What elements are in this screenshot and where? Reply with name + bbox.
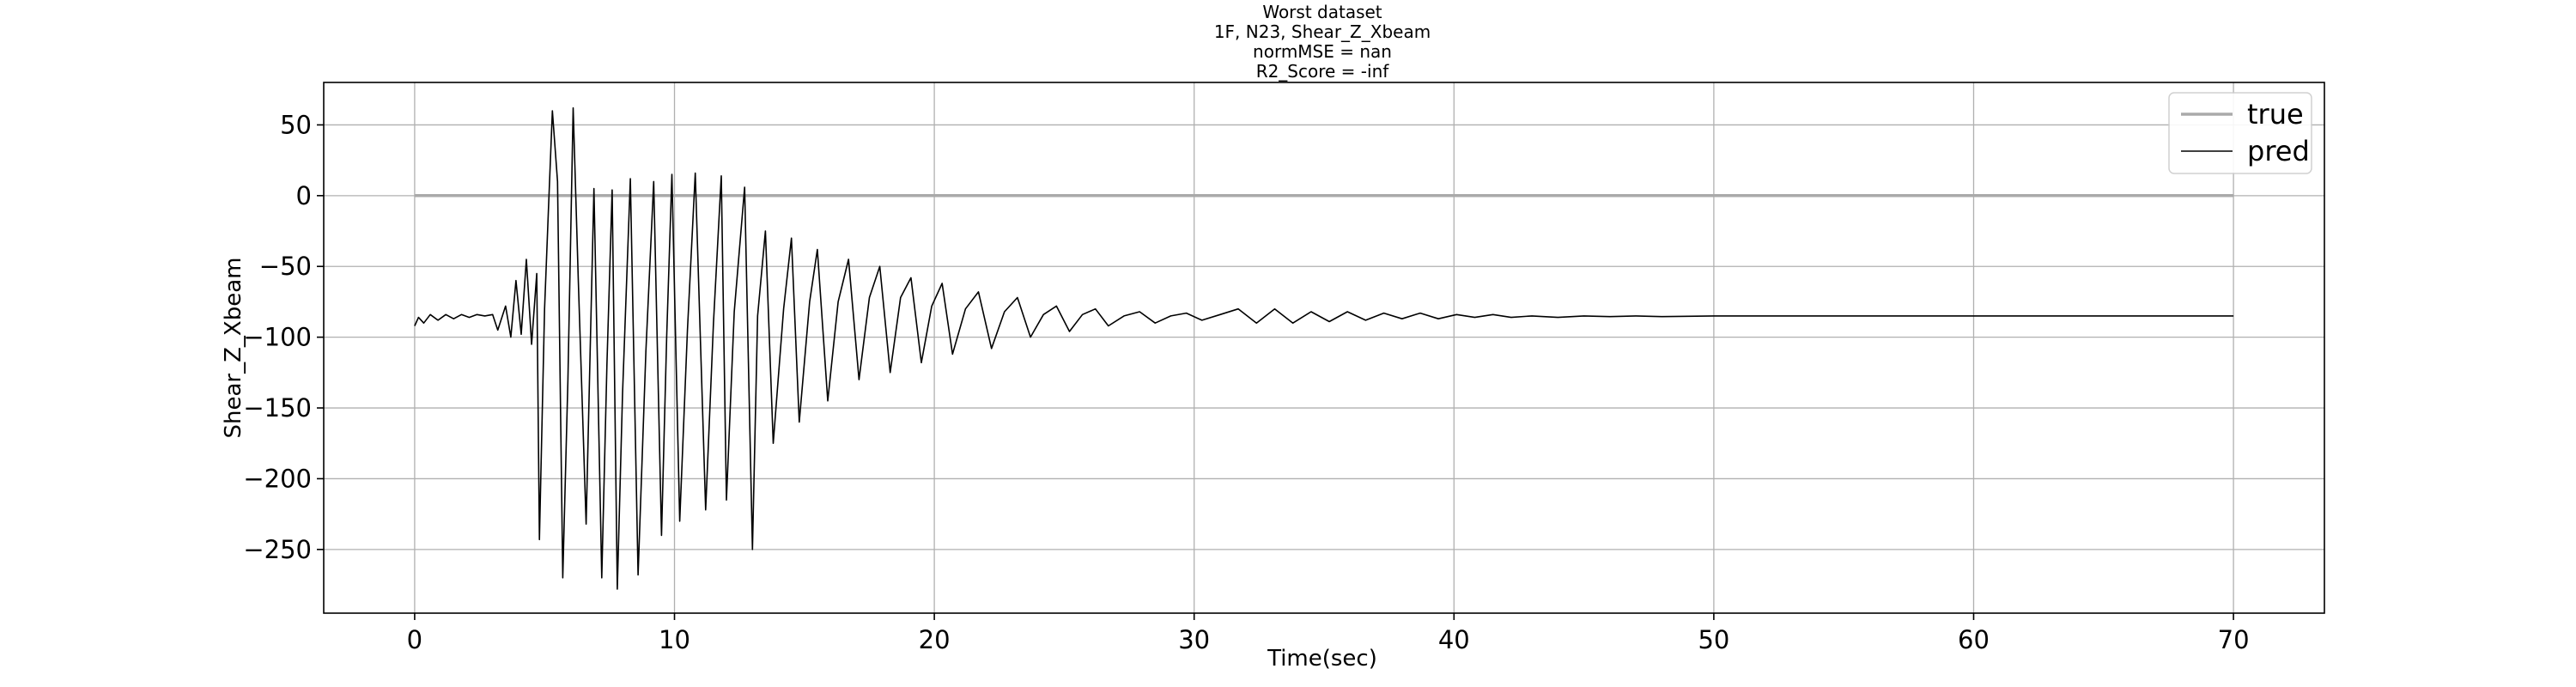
y-tick-label: 0 (296, 181, 312, 210)
y-axis-label: Shear_Z_Xbeam (221, 258, 246, 439)
title-line-3: normMSE = nan (1253, 41, 1392, 62)
series-lines (414, 106, 2234, 590)
y-tick-label: −200 (243, 464, 312, 493)
legend: true pred (2168, 92, 2312, 174)
x-tick-label: 60 (1958, 625, 1990, 654)
x-tick-label: 40 (1438, 625, 1470, 654)
y-tick-label: −100 (243, 323, 312, 352)
y-tick-label: −250 (243, 535, 312, 564)
legend-label-pred: pred (2247, 135, 2310, 167)
x-tick-label: 0 (407, 625, 422, 654)
series-line-pred (414, 106, 2234, 590)
title-line-2: 1F, N23, Shear_Z_Xbeam (1214, 21, 1431, 42)
y-tick-label: 50 (280, 110, 312, 139)
y-tick-label: −50 (259, 252, 312, 281)
title-line-1: Worst dataset (1262, 2, 1382, 22)
plot-area-frame (323, 82, 2325, 614)
x-tick-label: 10 (659, 625, 690, 654)
legend-label-true: true (2247, 98, 2304, 131)
chart-title: Worst dataset 1F, N23, Shear_Z_Xbeam nor… (1214, 2, 1431, 82)
y-tick-label: −150 (243, 393, 312, 423)
x-tick-label: 30 (1178, 625, 1210, 654)
x-tick-label: 50 (1698, 625, 1729, 654)
x-tick-label: 20 (919, 625, 951, 654)
title-line-4: R2_Score = -inf (1256, 61, 1390, 82)
y-axis-ticks: 50 0 −50 −100 −150 −200 −250 (243, 110, 324, 564)
x-axis-label: Time(sec) (1267, 646, 1377, 672)
x-tick-label: 70 (2218, 625, 2250, 654)
x-axis-ticks: 0 10 20 30 40 50 60 70 (407, 613, 2250, 654)
